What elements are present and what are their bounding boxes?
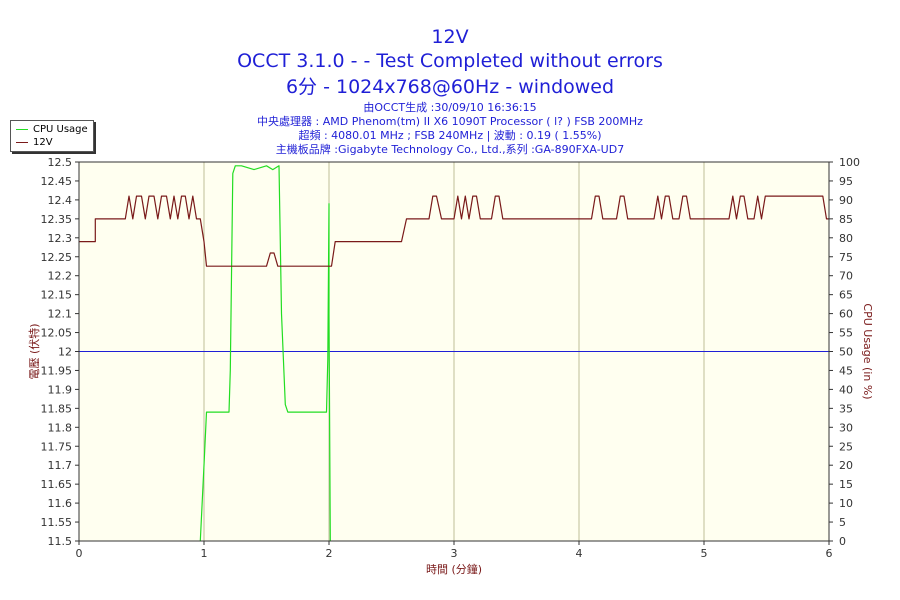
y-left-tick-label: 11.85 (41, 402, 73, 415)
y-left-tick-label: 12.15 (41, 289, 73, 302)
y-left-tick-label: 11.6 (48, 497, 73, 510)
y-right-tick-label: 55 (839, 327, 853, 340)
y-right-tick-label: 30 (839, 421, 853, 434)
plot-border (78, 161, 830, 542)
y-right-tick-label: 5 (839, 516, 846, 529)
series-line-12v (79, 195, 829, 267)
y-left-tick-label: 12.5 (48, 156, 73, 169)
legend-swatch-12v (16, 141, 28, 143)
y-left-tick-label: 12 (58, 346, 72, 359)
y-left-tick-label: 12.1 (48, 308, 73, 321)
y-left-tick-label: 11.55 (41, 516, 73, 529)
y-right-axis-label: CPU Usage (in %) (861, 303, 874, 399)
y-right-tick-label: 70 (839, 270, 853, 283)
x-axis-label: 時間 (分鐘) (426, 562, 482, 576)
y-right-tick-label: 40 (839, 383, 853, 396)
y-left-tick-label: 11.7 (48, 459, 73, 472)
legend-item-cpu-usage: CPU Usage (16, 123, 88, 136)
y-right-tick-label: 45 (839, 364, 853, 377)
legend-label-cpu-usage: CPU Usage (33, 124, 88, 135)
y-right-tick-label: 25 (839, 440, 853, 453)
y-left-tick-label: 11.75 (41, 440, 73, 453)
y-right-tick-label: 35 (839, 402, 853, 415)
y-left-axis-label: 電壓 (伏特) (27, 323, 41, 379)
info-generated-by: 由OCCT生成 :30/09/10 16:36:15 (363, 101, 537, 114)
y-left-tick-label: 12.3 (48, 232, 73, 245)
y-left-tick-label: 12.45 (41, 175, 73, 188)
y-left-tick-label: 11.9 (48, 383, 73, 396)
y-left-tick-label: 12.35 (41, 213, 73, 226)
y-right-tick-label: 65 (839, 289, 853, 302)
legend-item-12v: 12V (16, 136, 53, 149)
x-tick-label: 2 (326, 547, 333, 560)
info-overclock: 超頻 : 4080.01 MHz ; FSB 240MHz | 波動 : 0.1… (298, 129, 602, 142)
legend-swatch-cpu-usage (16, 128, 28, 130)
y-left-tick-label: 12.25 (41, 251, 73, 264)
legend-label-12v: 12V (33, 137, 53, 148)
y-right-tick-label: 10 (839, 497, 853, 510)
x-tick-label: 4 (576, 547, 583, 560)
y-left-tick-label: 11.65 (41, 478, 73, 491)
y-right-tick-label: 0 (839, 535, 846, 548)
y-right-tick-label: 90 (839, 194, 853, 207)
y-right-tick-label: 80 (839, 232, 853, 245)
y-right-tick-label: 95 (839, 175, 853, 188)
chart-subtitle-line-1: OCCT 3.1.0 - - Test Completed without er… (237, 50, 663, 72)
y-right-tick-label: 15 (839, 478, 853, 491)
x-tick-label: 5 (701, 547, 708, 560)
y-right-tick-label: 100 (839, 156, 860, 169)
y-left-tick-label: 11.8 (48, 421, 73, 434)
y-left-tick-label: 12.2 (48, 270, 73, 283)
x-tick-label: 1 (201, 547, 208, 560)
y-right-tick-label: 75 (839, 251, 853, 264)
y-right-tick-label: 50 (839, 346, 853, 359)
x-tick-label: 0 (76, 547, 83, 560)
chart-legend: CPU Usage 12V (10, 120, 94, 152)
info-cpu: 中央處理器 : AMD Phenom(tm) II X6 1090T Proce… (257, 115, 643, 128)
info-motherboard: 主機板品牌 :Gigabyte Technology Co., Ltd.,系列 … (275, 143, 625, 156)
series-line-cpu-usage (199, 165, 331, 542)
x-tick-label: 3 (451, 547, 458, 560)
chart-title: 12V (431, 26, 469, 48)
y-right-tick-label: 85 (839, 213, 853, 226)
y-right-tick-label: 60 (839, 308, 853, 321)
y-left-tick-label: 12.4 (48, 194, 73, 207)
y-left-tick-label: 11.5 (48, 535, 73, 548)
y-left-tick-label: 11.95 (41, 364, 73, 377)
chart-subtitle-line-2: 6分 - 1024x768@60Hz - windowed (285, 76, 615, 98)
y-right-tick-label: 20 (839, 459, 853, 472)
x-tick-label: 6 (826, 547, 833, 560)
y-left-tick-label: 12.05 (41, 327, 73, 340)
